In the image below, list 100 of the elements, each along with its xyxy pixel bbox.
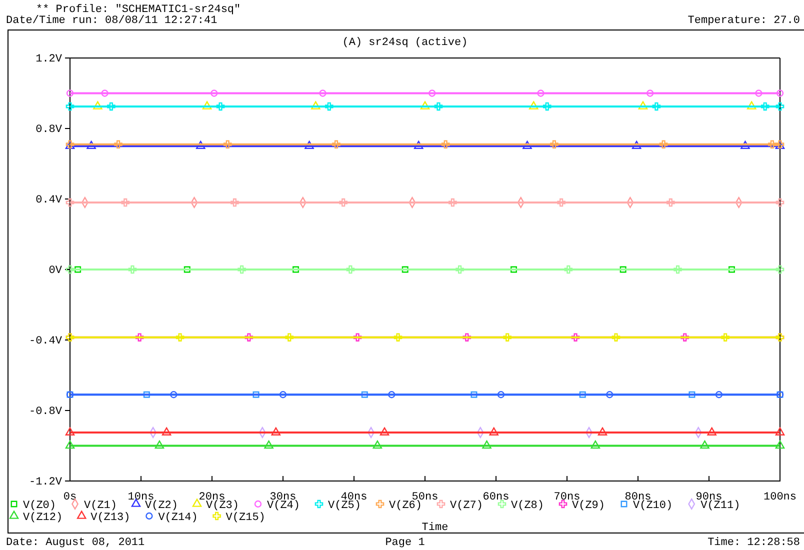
point (768, 140, 776, 149)
point (325, 102, 334, 111)
point (680, 333, 690, 342)
point (202, 101, 212, 110)
point (755, 90, 762, 97)
point (264, 440, 274, 449)
point (414, 140, 424, 150)
text: ** Profile: "SCHEMATIC1-sr24sq" (36, 4, 241, 16)
y-tick-label: 0.4V (36, 194, 62, 207)
point (372, 440, 382, 449)
point (434, 102, 443, 111)
point (760, 102, 770, 111)
point (579, 391, 586, 398)
point (529, 101, 538, 110)
point (285, 333, 294, 342)
point (428, 90, 436, 97)
point (462, 333, 472, 342)
point (470, 391, 478, 398)
point (223, 140, 232, 149)
point (238, 265, 246, 274)
point (65, 427, 75, 436)
text: Time: 12:28:58 (708, 537, 800, 549)
y-tick-label: -1.2V (28, 476, 62, 489)
legend-label: V(Z7) (450, 500, 484, 512)
point (590, 440, 600, 449)
x-tick-label: 60ns (482, 491, 510, 504)
point (652, 102, 661, 111)
point (746, 101, 756, 110)
point (311, 101, 320, 110)
point (700, 440, 710, 449)
point (86, 140, 96, 150)
point (707, 427, 716, 436)
y-tick-label: 1.2V (36, 54, 62, 66)
point (292, 266, 300, 273)
point (279, 391, 287, 398)
point (380, 427, 390, 436)
point (101, 90, 108, 97)
point (497, 391, 505, 398)
legend-label: V(Z1) (84, 500, 118, 512)
point (162, 427, 172, 436)
point (93, 101, 102, 110)
text: Date: August 08, 2011 (6, 537, 146, 549)
point (353, 333, 362, 342)
point (659, 140, 668, 149)
point (542, 102, 552, 111)
point (394, 333, 402, 342)
point (66, 102, 74, 111)
legend-label: V(Z15) (226, 512, 266, 524)
legend-label: V(Z14) (158, 512, 198, 524)
point (74, 266, 82, 273)
point (598, 427, 608, 436)
point (522, 140, 532, 150)
point (776, 102, 784, 111)
point (728, 266, 735, 273)
y-tick-label: 0.8V (36, 124, 62, 136)
point (489, 427, 498, 436)
point (176, 333, 184, 342)
legend-label: V(Z0) (23, 500, 56, 512)
point (456, 265, 464, 274)
point (210, 90, 218, 97)
point (557, 198, 566, 207)
legend-label: V(Z8) (511, 500, 544, 512)
text: Temperature: 27.0 (688, 15, 800, 27)
y-tick-label: -0.4V (28, 336, 62, 348)
point (715, 391, 723, 398)
point (319, 90, 326, 97)
legend-label: V(Z12) (23, 512, 63, 524)
point (503, 333, 512, 342)
point (571, 333, 580, 342)
point (135, 333, 144, 342)
point (564, 265, 573, 274)
point (537, 90, 544, 97)
point (441, 140, 450, 149)
point (154, 440, 164, 449)
point (550, 140, 558, 149)
point (646, 90, 654, 97)
point (121, 198, 130, 207)
point (114, 140, 122, 149)
y-tick-label: -0.8V (28, 406, 62, 418)
point (170, 391, 178, 398)
point (66, 198, 74, 207)
point (361, 391, 368, 398)
point (128, 265, 137, 274)
point (482, 440, 492, 449)
text: Date/Time run: 08/08/11 12:27:41 (6, 15, 218, 27)
point (346, 265, 355, 274)
point (666, 198, 675, 207)
point (244, 333, 254, 342)
point (388, 391, 396, 398)
point (332, 140, 340, 149)
point (252, 391, 260, 398)
text: Page 1 (385, 537, 426, 549)
point (775, 427, 785, 436)
point (740, 140, 750, 150)
x-tick-label: 0s (63, 491, 77, 504)
point (612, 333, 620, 342)
point (339, 198, 348, 207)
point (420, 101, 430, 110)
point (184, 266, 190, 273)
point (271, 427, 281, 436)
